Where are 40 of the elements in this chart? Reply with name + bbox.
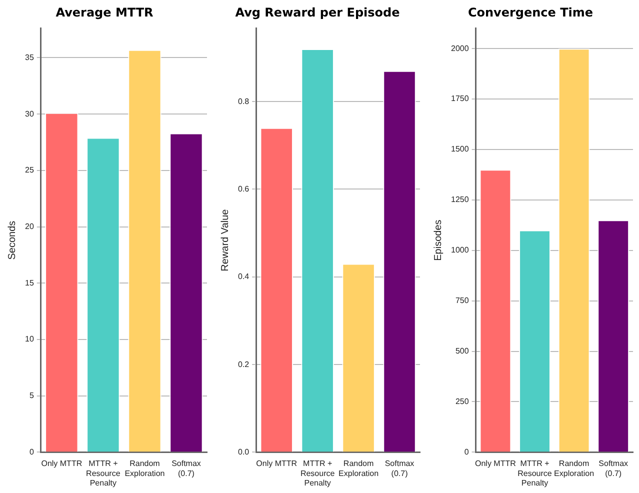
x-tick-label: Random Exploration <box>124 459 165 478</box>
y-tick-label: 5 <box>29 391 34 400</box>
y-tick-label: 0.0 <box>238 447 250 456</box>
y-tick-label: 25 <box>24 166 34 175</box>
y-tick-label: 750 <box>455 296 470 306</box>
y-tick-label: 0 <box>29 447 34 456</box>
x-tick-label: Only MTTR <box>256 459 298 468</box>
y-tick-label: 2000 <box>451 44 470 53</box>
y-tick-label: 35 <box>24 52 34 62</box>
x-tick-label: MTTR + Resource Penalty <box>518 459 552 488</box>
x-tick-label: Softmax (0.7) <box>598 459 628 478</box>
chart-title: Convergence Time <box>468 5 594 20</box>
y-tick-label: 0.8 <box>238 96 250 106</box>
x-tick-label: Softmax (0.7) <box>172 459 201 478</box>
y-tick-label: 20 <box>24 222 34 231</box>
y-axis-title: Seconds <box>6 220 18 260</box>
y-tick-label: 500 <box>455 346 470 356</box>
x-tick-label: Softmax (0.7) <box>384 459 414 478</box>
y-tick-label: 1750 <box>451 94 470 104</box>
x-tick-label: MTTR + Resource Penalty <box>300 459 336 488</box>
x-tick-label: Only MTTR <box>475 459 516 468</box>
y-axis-title: Reward Value <box>220 208 231 272</box>
y-tick-label: 1250 <box>451 195 470 204</box>
y-tick-label: 10 <box>24 334 34 344</box>
y-tick-label: 0.6 <box>238 184 250 194</box>
x-tick-label: Random Exploration <box>338 459 379 478</box>
y-tick-label: 1000 <box>451 246 470 255</box>
x-tick-label: MTTR + Resource Penalty <box>86 459 121 488</box>
y-tick-label: 30 <box>24 109 34 118</box>
y-tick-label: 250 <box>455 396 470 406</box>
y-tick-label: 15 <box>24 278 34 288</box>
y-tick-label: 0.4 <box>238 272 250 282</box>
chart-title: Average MTTR <box>56 5 154 20</box>
y-tick-label: 1500 <box>451 144 470 154</box>
y-tick-label: 0 <box>464 447 470 456</box>
chart-title: Avg Reward per Episode <box>235 5 400 20</box>
x-tick-label: Only MTTR <box>41 459 82 468</box>
y-axis-title: Episodes <box>432 220 444 261</box>
y-tick-label: 0.2 <box>238 360 250 369</box>
x-tick-label: Random Exploration <box>554 459 594 478</box>
